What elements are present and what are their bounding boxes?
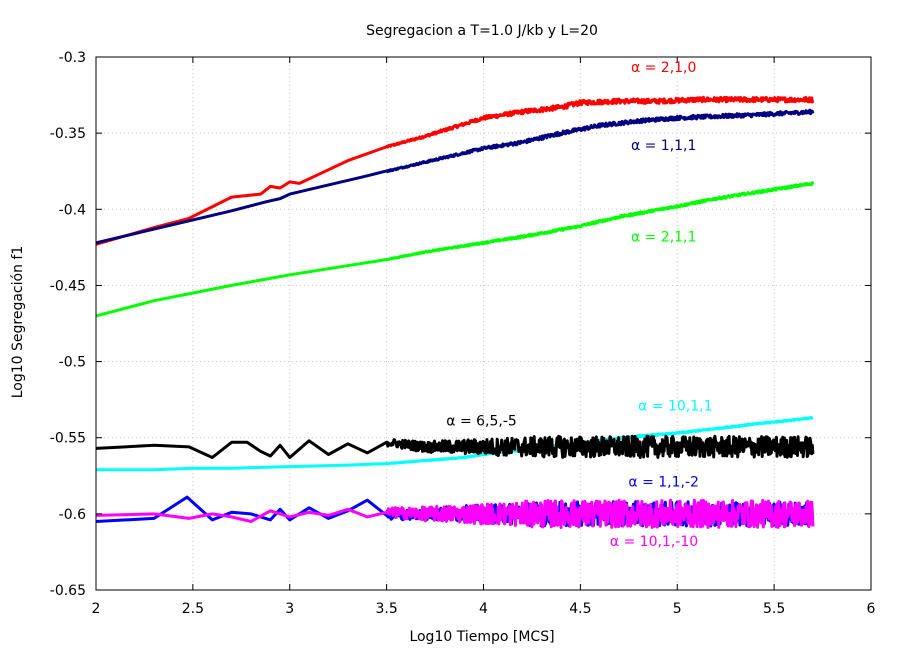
y-tick-label: -0.45 [50,278,86,294]
x-tick-label: 2 [92,601,101,617]
series-line [95,434,815,459]
series-line [95,498,815,529]
chart-title: Segregacion a T=1.0 J/kb y L=20 [366,23,598,39]
series-labels: α = 2,1,0 α = 1,1,1 α = 2,1,1 α = 10,1,1 α =… [446,60,712,550]
series-label: α = 2,1,1 [631,229,696,245]
ticks: 2 2.5 3 3.5 4 4.5 5 5.5 6 -0.3 -0.35 -0.4 -0.45 -0.5 -… [50,50,876,617]
x-tick-label: 2.5 [182,601,204,617]
series-line [95,95,815,246]
x-axis-label: Log10 Tiempo [MCS] [409,629,554,645]
y-tick-label: -0.65 [50,583,86,599]
x-tick-label: 4 [479,601,488,617]
series-line [95,108,815,245]
series-label: α = 2,1,0 [631,60,696,76]
series-label: α = 6,5,-5 [446,414,517,430]
y-axis-label: Log10 Segregación f1 [10,246,26,399]
series-layer [95,95,815,529]
y-tick-label: -0.6 [59,507,86,523]
series-label: α = 1,1,-2 [628,474,699,490]
y-tick-label: -0.5 [59,355,86,371]
series-label: α = 1,1,1 [631,138,696,154]
x-tick-label: 4.5 [569,601,591,617]
series-line [95,181,815,318]
x-tick-label: 3 [285,601,294,617]
series-label: α = 10,1,-10 [610,534,698,550]
x-tick-label: 5 [673,601,682,617]
y-tick-label: -0.55 [50,431,86,447]
y-tick-label: -0.4 [59,202,86,218]
x-tick-label: 5.5 [763,601,785,617]
series-label: α = 10,1,1 [638,398,712,414]
x-tick-label: 3.5 [375,601,397,617]
y-tick-label: -0.35 [50,126,86,142]
x-tick-label: 6 [867,601,876,617]
y-tick-label: -0.3 [59,50,86,66]
